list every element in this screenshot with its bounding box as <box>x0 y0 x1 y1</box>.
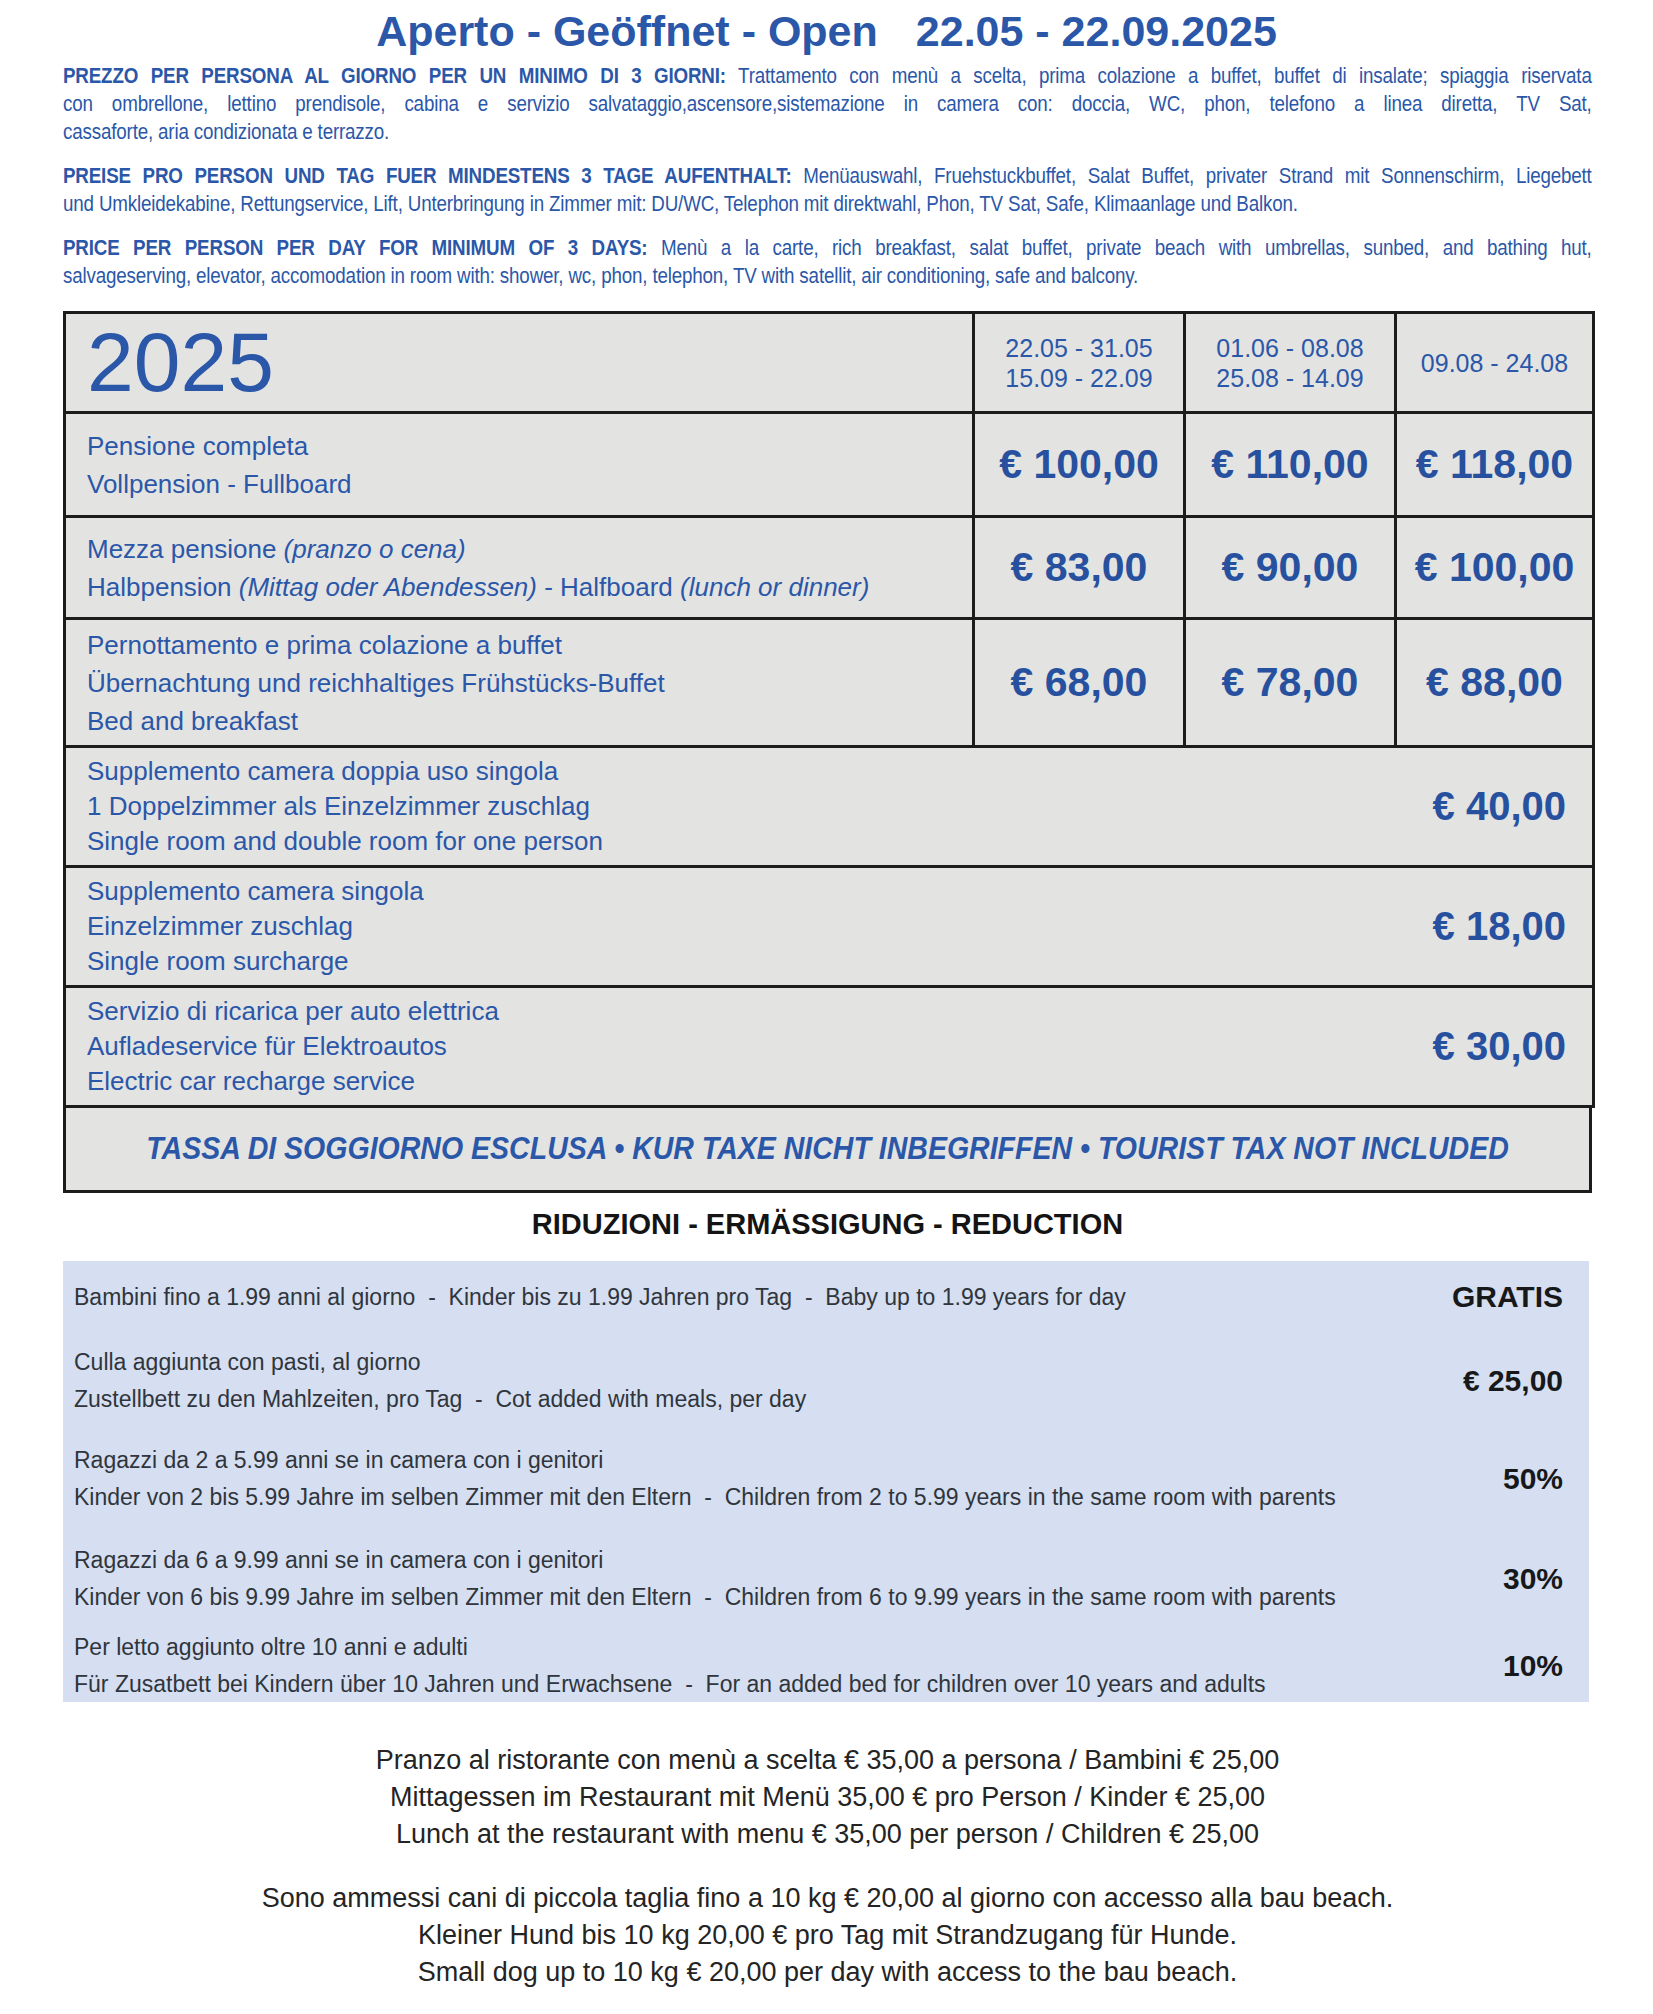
intro-paragraph-de: PREISE PRO PERSON UND TAG FUER MINDESTEN… <box>63 162 1592 218</box>
sud-price: € 40,00 <box>1433 784 1578 829</box>
price-table: 2025 22.05 - 31.0515.09 - 22.09 01.06 - … <box>63 311 1595 1108</box>
row-fullboard: Pensione completa Vollpension - Fullboar… <box>65 413 1594 517</box>
bb-price-2: € 78,00 <box>1222 659 1359 705</box>
row-bed-breakfast: Pernottamento e prima colazione a buffet… <box>65 619 1594 747</box>
dogs-note-de: Kleiner Hund bis 10 kg 20,00 € pro Tag m… <box>63 1917 1592 1954</box>
baby-value: GRATIS <box>1452 1280 1563 1314</box>
tourist-tax-banner: TASSA DI SOGGIORNO ESCLUSA • KUR TAXE NI… <box>63 1105 1592 1193</box>
cot-value: € 25,00 <box>1463 1364 1563 1398</box>
bb-price-1: € 68,00 <box>1011 659 1148 705</box>
bb-line-en: Bed and breakfast <box>87 702 958 740</box>
fullboard-line-it: Pensione completa <box>87 427 958 465</box>
children25-line-1: Ragazzi da 2 a 5.99 anni se in camera co… <box>74 1442 1336 1479</box>
row-halfboard: Mezza pensione (pranzo o cena) Halbpensi… <box>65 517 1594 619</box>
bb-line-it: Pernottamento e prima colazione a buffet <box>87 626 958 664</box>
children69-line-2: Kinder von 6 bis 9.99 Jahre im selben Zi… <box>74 1579 1336 1616</box>
tourist-tax-banner-text: TASSA DI SOGGIORNO ESCLUSA • KUR TAXE NI… <box>146 1131 1509 1167</box>
intro-paragraphs: PREZZO PER PERSONA AL GIORNO PER UN MINI… <box>63 62 1592 306</box>
children69-value: 30% <box>1503 1562 1563 1596</box>
fullboard-price-3: € 118,00 <box>1416 441 1573 487</box>
addedbed-line-1: Per letto aggiunto oltre 10 anni e adult… <box>74 1629 1266 1666</box>
halfboard-line-it: Mezza pensione (pranzo o cena) <box>87 530 958 568</box>
addedbed-value: 10% <box>1503 1649 1563 1683</box>
intro-lead-de: PREISE PRO PERSON UND TAG FUER MINDESTEN… <box>63 163 792 188</box>
reduction-row-cot: Culla aggiunta con pasti, al giornoZuste… <box>63 1333 1589 1429</box>
restaurant-note-en: Lunch at the restaurant with menu € 35,0… <box>63 1816 1592 1853</box>
ss-line-it: Supplemento camera singola <box>87 874 424 909</box>
season-2: 01.06 - 08.0825.08 - 14.09 <box>1186 333 1394 393</box>
title-dates: 22.05 - 22.09.2025 <box>916 7 1277 55</box>
fullboard-line-de-en: Vollpension - Fullboard <box>87 465 958 503</box>
price-table-header-row: 2025 22.05 - 31.0515.09 - 22.09 01.06 - … <box>65 313 1594 413</box>
halfboard-price-1: € 83,00 <box>1011 544 1148 590</box>
ev-line-en: Electric car recharge service <box>87 1064 499 1099</box>
dogs-note-en: Small dog up to 10 kg € 20,00 per day wi… <box>63 1954 1592 1991</box>
restaurant-note-it: Pranzo al ristorante con menù a scelta €… <box>63 1742 1592 1779</box>
halfboard-line-de-en: Halbpension (Mittag oder Abendessen) - H… <box>87 568 958 606</box>
children25-value: 50% <box>1503 1462 1563 1496</box>
ev-line-it: Servizio di ricarica per auto elettrica <box>87 994 499 1029</box>
year-label: 2025 <box>87 314 958 411</box>
ss-line-de: Einzelzimmer zuschlag <box>87 909 424 944</box>
halfboard-price-3: € 100,00 <box>1415 544 1575 590</box>
cot-line-1: Culla aggiunta con pasti, al giorno <box>74 1344 806 1381</box>
page-title: Aperto - Geöffnet - Open 22.05 - 22.09.20… <box>0 8 1653 54</box>
sud-line-it: Supplemento camera doppia uso singola <box>87 754 603 789</box>
row-single-use-double: Supplemento camera doppia uso singola 1 … <box>65 747 1594 867</box>
intro-lead-it: PREZZO PER PERSONA AL GIORNO PER UN MINI… <box>63 63 726 88</box>
season-1: 22.05 - 31.0515.09 - 22.09 <box>975 333 1183 393</box>
sud-line-en: Single room and double room for one pers… <box>87 824 603 859</box>
reduction-row-baby: Bambini fino a 1.99 anni al giorno - Kin… <box>63 1261 1589 1333</box>
ev-price: € 30,00 <box>1433 1024 1578 1069</box>
children69-line-1: Ragazzi da 6 a 9.99 anni se in camera co… <box>74 1542 1336 1579</box>
children25-line-2: Kinder von 2 bis 5.99 Jahre im selben Zi… <box>74 1479 1336 1516</box>
ev-line-de: Aufladeservice für Elektroautos <box>87 1029 499 1064</box>
row-single-surcharge: Supplemento camera singola Einzelzimmer … <box>65 867 1594 987</box>
reduction-row-children-6-9: Ragazzi da 6 a 9.99 anni se in camera co… <box>63 1529 1589 1629</box>
title-open: Aperto - Geöffnet - Open <box>376 7 878 55</box>
row-ev-recharge: Servizio di ricarica per auto elettrica … <box>65 987 1594 1107</box>
bb-price-3: € 88,00 <box>1426 659 1563 705</box>
baby-line: Bambini fino a 1.99 anni al giorno - Kin… <box>74 1279 1126 1316</box>
bb-line-de: Übernachtung und reichhaltiges Frühstück… <box>87 664 958 702</box>
sud-line-de: 1 Doppelzimmer als Einzelzimmer zuschlag <box>87 789 603 824</box>
price-list-page: Aperto - Geöffnet - Open 22.05 - 22.09.20… <box>0 0 1653 2014</box>
restaurant-note-de: Mittagessen im Restaurant mit Menü 35,00… <box>63 1779 1592 1816</box>
season-3: 09.08 - 24.08 <box>1397 348 1592 378</box>
ss-line-en: Single room surcharge <box>87 944 424 979</box>
halfboard-price-2: € 90,00 <box>1222 544 1359 590</box>
cot-line-2: Zustellbett zu den Mahlzeiten, pro Tag -… <box>74 1381 806 1418</box>
intro-paragraph-en: PRICE PER PERSON PER DAY FOR MINIMUM OF … <box>63 234 1592 290</box>
addedbed-line-2: Für Zusatbett bei Kindern über 10 Jahren… <box>74 1666 1266 1703</box>
intro-paragraph-it: PREZZO PER PERSONA AL GIORNO PER UN MINI… <box>63 62 1592 146</box>
fullboard-price-1: € 100,00 <box>999 441 1159 487</box>
restaurant-note: Pranzo al ristorante con menù a scelta €… <box>63 1742 1592 1853</box>
reduction-row-children-2-5: Ragazzi da 2 a 5.99 anni se in camera co… <box>63 1429 1589 1529</box>
dogs-note: Sono ammessi cani di piccola taglia fino… <box>63 1880 1592 1991</box>
reductions-table: Bambini fino a 1.99 anni al giorno - Kin… <box>63 1261 1589 1702</box>
fullboard-price-2: € 110,00 <box>1211 441 1368 487</box>
reductions-title: RIDUZIONI - ERMÄSSIGUNG - REDUCTION <box>63 1208 1592 1241</box>
dogs-note-it: Sono ammessi cani di piccola taglia fino… <box>63 1880 1592 1917</box>
intro-lead-en: PRICE PER PERSON PER DAY FOR MINIMUM OF … <box>63 235 647 260</box>
ss-price: € 18,00 <box>1433 904 1578 949</box>
reduction-row-added-bed: Per letto aggiunto oltre 10 anni e adult… <box>63 1629 1589 1702</box>
